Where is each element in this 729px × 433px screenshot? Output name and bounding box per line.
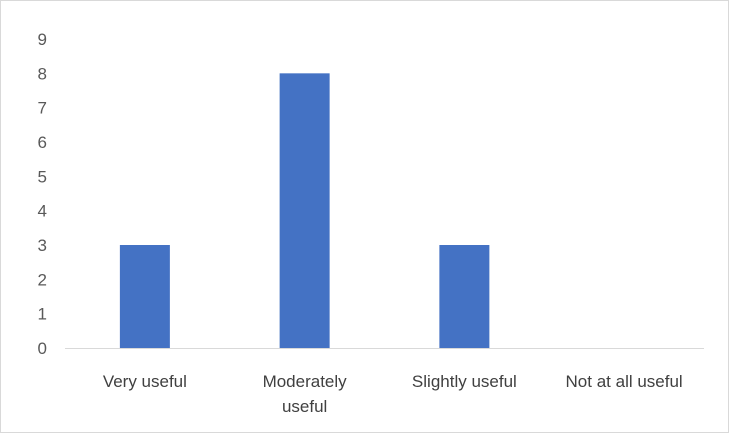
bars [119,73,490,348]
x-category-label-line: Slightly useful [412,372,517,391]
y-tick-label-5: 5 [38,167,47,186]
y-tick-label-4: 4 [38,202,47,221]
y-tick-label-0: 0 [38,339,47,358]
x-category-label-line: Not at all useful [566,372,683,391]
x-category-label-line: useful [282,397,327,416]
x-category-label-line: Moderately [263,372,348,391]
y-tick-label-1: 1 [38,305,47,324]
x-category-label-slightly-useful: Slightly useful [412,372,517,391]
y-tick-label-8: 8 [38,64,47,83]
y-tick-label-6: 6 [38,133,47,152]
x-axis-category-labels: Very useful Moderately useful Slightly usef… [103,372,683,416]
y-axis-tick-labels: 0 1 2 3 4 5 6 7 8 9 [38,30,47,358]
bar-very-useful [119,245,170,348]
x-category-label-line: Very useful [103,372,187,391]
x-category-label-not-at-all-useful: Not at all useful [566,372,683,391]
y-tick-label-7: 7 [38,99,47,118]
x-category-label-very-useful: Very useful [103,372,187,391]
y-tick-label-2: 2 [38,270,47,289]
y-tick-label-3: 3 [38,236,47,255]
bar-moderately-useful [279,73,330,348]
bar-slightly-useful [439,245,490,348]
y-tick-label-9: 9 [38,30,47,49]
x-category-label-moderately-useful: Moderately useful [263,372,348,416]
